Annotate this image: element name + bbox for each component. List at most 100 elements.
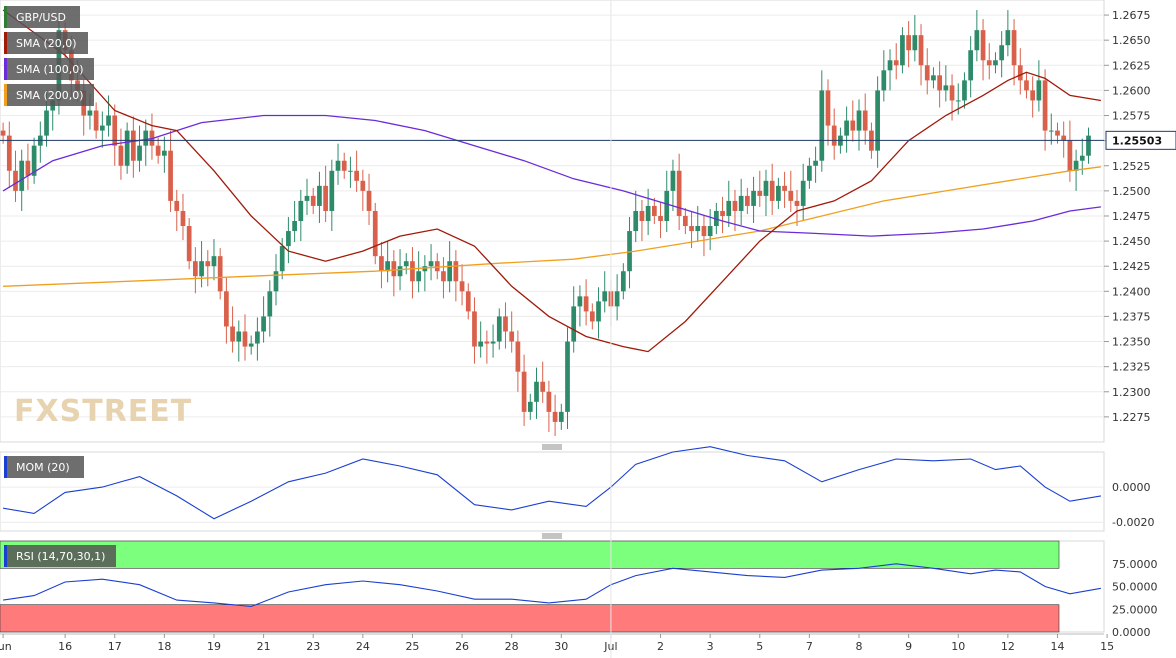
- x-tick-label: 7: [806, 640, 813, 653]
- sma20-line: [2, 9, 1102, 353]
- candle-body: [416, 271, 422, 282]
- candle-body: [751, 190, 756, 206]
- candle-body: [726, 200, 732, 216]
- legend-swatch: [4, 6, 7, 28]
- candle-body: [124, 130, 130, 166]
- rsi-tick-label: 75.0000: [1112, 558, 1158, 571]
- candle-body: [856, 110, 862, 131]
- mom-tick-label: -0.0020: [1112, 516, 1154, 529]
- price-plot-area: [0, 0, 1105, 443]
- candle-body: [99, 125, 105, 131]
- candle-body: [255, 331, 260, 344]
- candle-body: [676, 170, 682, 216]
- candle-body: [1067, 140, 1073, 171]
- candle-body: [962, 80, 967, 101]
- price-tick-label: 1.2400: [1112, 285, 1151, 298]
- rsi-tick-label: 50.0000: [1112, 581, 1158, 594]
- candle-body: [465, 291, 471, 312]
- x-tick-label: 16: [58, 640, 72, 653]
- candle-body: [862, 110, 868, 131]
- candle-body: [490, 341, 496, 344]
- candle-body: [627, 231, 632, 272]
- fxstreet-watermark: FXSTREET: [14, 394, 192, 429]
- candle-body: [236, 331, 242, 342]
- legend-swatch: [4, 84, 7, 106]
- candle-body: [1042, 80, 1048, 131]
- price-tick-label: 1.2575: [1112, 110, 1151, 123]
- candle-body: [19, 160, 25, 191]
- candle-body: [540, 381, 546, 392]
- rsi-overbought-zone: [0, 540, 1060, 569]
- candle-body: [745, 195, 750, 206]
- x-tick-label: 18: [157, 640, 171, 653]
- price-tick-label: 1.2600: [1112, 84, 1151, 97]
- sma200-line: [3, 166, 1101, 287]
- candle-body: [875, 90, 880, 151]
- candle-body: [397, 266, 403, 277]
- candle-body: [335, 160, 341, 171]
- candle-body: [1055, 130, 1060, 136]
- candle-body: [379, 256, 384, 272]
- x-axis: Jun1617181921232425262830Jul235789101214…: [0, 633, 1114, 653]
- candle-body: [472, 311, 477, 347]
- x-tick-label: 19: [207, 640, 221, 653]
- candle-body: [13, 170, 18, 191]
- candle-body: [1086, 135, 1091, 156]
- candle-body: [310, 195, 316, 206]
- candle-body: [286, 231, 291, 247]
- candle-body: [410, 261, 415, 282]
- candle-body: [931, 75, 936, 81]
- candle-body: [571, 306, 577, 342]
- candle-body: [639, 210, 645, 221]
- candle-body: [906, 35, 911, 51]
- candle-body: [496, 316, 502, 342]
- candle-body: [596, 301, 601, 322]
- candle-body: [180, 210, 186, 227]
- candle-body: [577, 296, 583, 307]
- candle-body: [459, 281, 465, 292]
- candle-body: [1073, 160, 1079, 171]
- candle-body: [763, 180, 769, 196]
- candle-body: [819, 90, 825, 161]
- price-tick-label: 1.2475: [1112, 210, 1151, 223]
- price-tick-label: 1.2425: [1112, 260, 1151, 273]
- rsi-legend-box: [4, 545, 116, 567]
- candle-body: [776, 185, 781, 201]
- last-price-label: 1.25503: [1112, 134, 1162, 147]
- x-tick-label: 28: [505, 640, 519, 653]
- candle-body: [881, 70, 887, 91]
- candle-body: [1011, 30, 1017, 66]
- candle-body: [323, 185, 328, 211]
- legend-box: [4, 84, 94, 106]
- candle-body: [130, 130, 136, 161]
- candle-body: [670, 170, 676, 191]
- candle-body: [633, 210, 639, 232]
- candle-body: [682, 215, 688, 227]
- candle-body: [261, 316, 266, 332]
- candle-body: [825, 90, 831, 126]
- candle-body: [211, 256, 217, 267]
- candle-body: [224, 291, 229, 327]
- candle-body: [993, 60, 998, 66]
- candle-body: [199, 261, 204, 277]
- x-tick-label: 5: [756, 640, 763, 653]
- candle-body: [614, 291, 620, 307]
- candle-body: [106, 115, 111, 126]
- candle-body: [900, 35, 905, 66]
- candle-body: [503, 316, 508, 332]
- candle-body: [205, 261, 211, 267]
- mom-legend-label: MOM (20): [16, 461, 70, 474]
- candle-body: [955, 100, 961, 102]
- mom-line: [3, 446, 1101, 520]
- candle-body: [118, 145, 124, 166]
- x-tick-label: 3: [707, 640, 714, 653]
- candle-body: [937, 75, 942, 91]
- candle-body: [645, 205, 651, 221]
- candle-body: [372, 210, 378, 257]
- price-tick-label: 1.2375: [1112, 310, 1151, 323]
- candle-body: [1061, 135, 1067, 141]
- mom-plot-area: [0, 451, 1105, 532]
- candle-body: [893, 60, 899, 66]
- candle-body: [248, 343, 254, 347]
- price-panel: 1.2275 1.2300 1.2325 1.2350 1.2375 1.2400 1.24…: [0, 0, 1176, 443]
